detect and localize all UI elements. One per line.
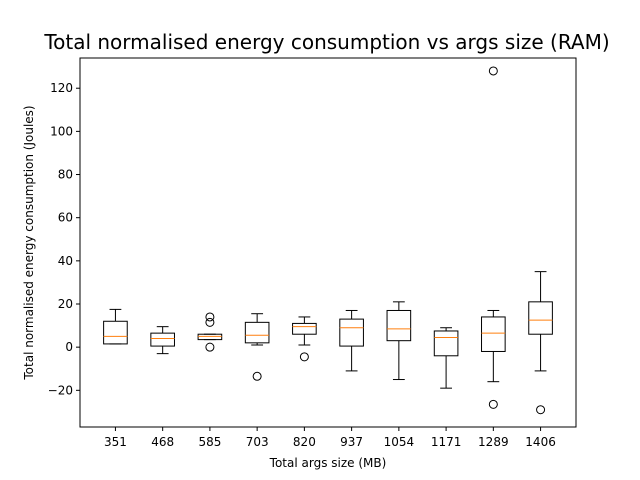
outlier-point [205,317,215,327]
iqr-box [197,333,223,341]
box-468 [150,326,175,355]
box-351 [103,308,128,345]
outlier-point [205,312,215,322]
y-tick-label: 120 [50,81,73,95]
y-tick-label: 60 [58,211,73,225]
x-tick-label: 703 [246,435,269,449]
iqr-box [386,309,412,342]
iqr-box [433,330,459,357]
x-axis: 351 468 585 703 820 937 1054 1171 1289 1406 [104,427,556,449]
iqr-box [103,320,128,345]
iqr-box [292,322,317,335]
box-1054 [386,301,412,381]
iqr-box [528,301,553,335]
x-tick-label: 937 [340,435,363,449]
outlier-point [488,399,498,409]
box-1289 [481,66,506,409]
outlier-point [299,352,309,362]
outlier-point [488,66,498,76]
iqr-box [481,316,506,352]
y-tick-label: 80 [58,168,73,182]
y-tick-label: 0 [65,340,73,354]
x-tick-label: 1289 [478,435,509,449]
x-tick-label: 1171 [431,435,462,449]
y-axis-title: Total normalised energy consumption (Jou… [22,105,36,380]
x-axis-title: Total args size (MB) [269,456,387,470]
box-820 [292,316,317,362]
x-tick-label: 1406 [525,435,556,449]
y-tick-label: 40 [58,254,73,268]
y-tick-label: 20 [58,297,73,311]
outlier-point [252,371,262,381]
box-937 [339,309,364,372]
plot-frame [79,57,577,428]
y-tick-label: −20 [48,383,73,397]
x-tick-label: 585 [198,435,221,449]
y-tick-label: 100 [50,124,73,138]
outlier-point [536,405,546,415]
x-tick-label: 1054 [384,435,415,449]
box-585 [197,312,223,352]
outlier-point [205,342,215,352]
iqr-box [339,318,364,347]
iqr-box [150,332,175,347]
x-tick-label: 820 [293,435,316,449]
x-tick-label: 468 [151,435,174,449]
box-703 [244,313,270,381]
x-tick-label: 351 [104,435,127,449]
plot-area [103,66,553,415]
chart-title: Total normalised energy consumption vs a… [43,30,609,54]
box-1171 [433,327,459,389]
y-axis: −20 0 20 40 60 80 100 120 [48,81,80,397]
iqr-box [244,321,270,344]
box-1406 [528,271,553,415]
